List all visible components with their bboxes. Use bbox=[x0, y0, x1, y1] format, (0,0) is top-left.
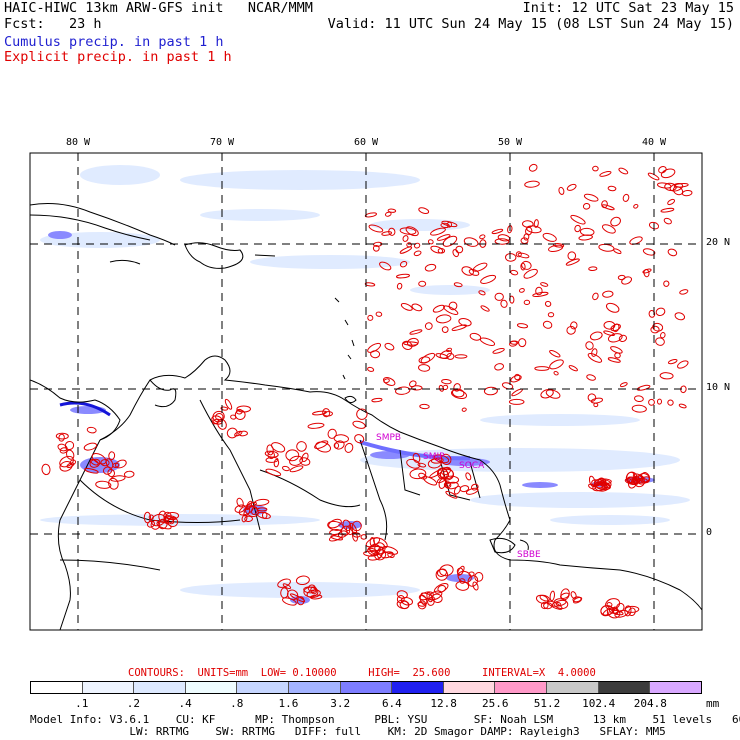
colorbar-tick: 1.6 bbox=[278, 697, 299, 710]
station-sbbe: SBBE bbox=[517, 550, 541, 560]
colorbar-segment bbox=[443, 682, 496, 693]
legend-explicit: Explicit precip. in past 1 h bbox=[4, 49, 232, 65]
lat-label-10n: 10 N bbox=[706, 382, 731, 393]
colorbar-segment bbox=[134, 682, 186, 693]
explicit-contours bbox=[41, 163, 693, 619]
map-frame bbox=[29, 152, 703, 631]
colorbar-tick: 6.4 bbox=[381, 697, 402, 710]
colorbar-tick: 204.8 bbox=[633, 697, 667, 710]
colorbar-segment bbox=[82, 682, 135, 693]
colorbar bbox=[30, 681, 702, 694]
colorbar-tick: 51.2 bbox=[533, 697, 561, 710]
model-info-line2: LW: RRTMG SW: RRTMG DIFF: full KM: 2D Sm… bbox=[30, 725, 666, 738]
colorbar-tick: .2 bbox=[126, 697, 141, 710]
contour-info: CONTOURS: UNITS=mm LOW= 0.10000 HIGH= 25… bbox=[128, 667, 596, 679]
init-time: Init: 12 UTC Sat 23 May 15 bbox=[522, 0, 734, 16]
colorbar-segment bbox=[31, 682, 83, 693]
legend-cumulus: Cumulus precip. in past 1 h bbox=[4, 34, 224, 50]
coastlines bbox=[30, 203, 702, 630]
grid-lines bbox=[30, 153, 702, 630]
lon-label-50w: 50 W bbox=[498, 137, 523, 148]
colorbar-tick: .8 bbox=[230, 697, 244, 710]
colorbar-segment bbox=[340, 682, 393, 693]
station-smjp: SMJP bbox=[423, 452, 445, 462]
station-labels: SMPB SMJP SOCA SBBE bbox=[376, 433, 541, 560]
colorbar-tick: 3.2 bbox=[330, 697, 351, 710]
lat-label-20n: 20 N bbox=[706, 237, 731, 248]
colorbar-unit: mm bbox=[706, 697, 720, 710]
lon-label-80w: 80 W bbox=[66, 137, 91, 148]
colorbar-segment bbox=[392, 682, 444, 693]
forecast-hour: Fcst: 23 h bbox=[4, 16, 102, 32]
lon-label-60w: 60 W bbox=[354, 137, 379, 148]
colorbar-segment bbox=[495, 682, 548, 693]
model-info-line1: Model Info: V3.6.1 CU: KF MP: Thompson P… bbox=[30, 713, 740, 726]
colorbar-tick: 25.6 bbox=[482, 697, 509, 710]
colorbar-segment bbox=[289, 682, 341, 693]
lon-label-70w: 70 W bbox=[210, 137, 235, 148]
colorbar-tick: 12.8 bbox=[430, 697, 457, 710]
colorbar-segment bbox=[598, 682, 651, 693]
station-soca: SOCA bbox=[459, 461, 485, 471]
model-title: HAIC-HIWC 13km ARW-GFS init NCAR/MMM bbox=[4, 0, 313, 16]
cumulus-band bbox=[59, 401, 111, 417]
colorbar-segment bbox=[185, 682, 238, 693]
lat-label-0: 0 bbox=[706, 527, 713, 538]
colorbar-segment bbox=[650, 682, 701, 693]
colorbar-tick: .1 bbox=[75, 697, 89, 710]
station-smpb: SMPB bbox=[376, 433, 401, 443]
lon-label-40w: 40 W bbox=[642, 137, 667, 148]
colorbar-segment bbox=[237, 682, 290, 693]
colorbar-tick: 102.4 bbox=[582, 697, 616, 710]
colorbar-segment bbox=[547, 682, 599, 693]
colorbar-tick: .4 bbox=[178, 697, 192, 710]
valid-time: Valid: 11 UTC Sun 24 May 15 (08 LST Sun … bbox=[327, 16, 734, 32]
